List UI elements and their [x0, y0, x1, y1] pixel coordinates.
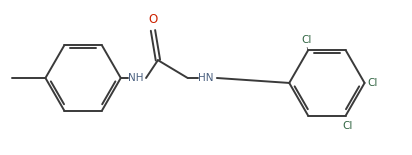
Text: Cl: Cl — [342, 121, 353, 131]
Text: HN: HN — [198, 73, 213, 83]
Text: O: O — [148, 13, 158, 27]
Text: Cl: Cl — [368, 78, 378, 88]
Text: Cl: Cl — [301, 35, 311, 45]
Text: NH: NH — [128, 73, 143, 83]
